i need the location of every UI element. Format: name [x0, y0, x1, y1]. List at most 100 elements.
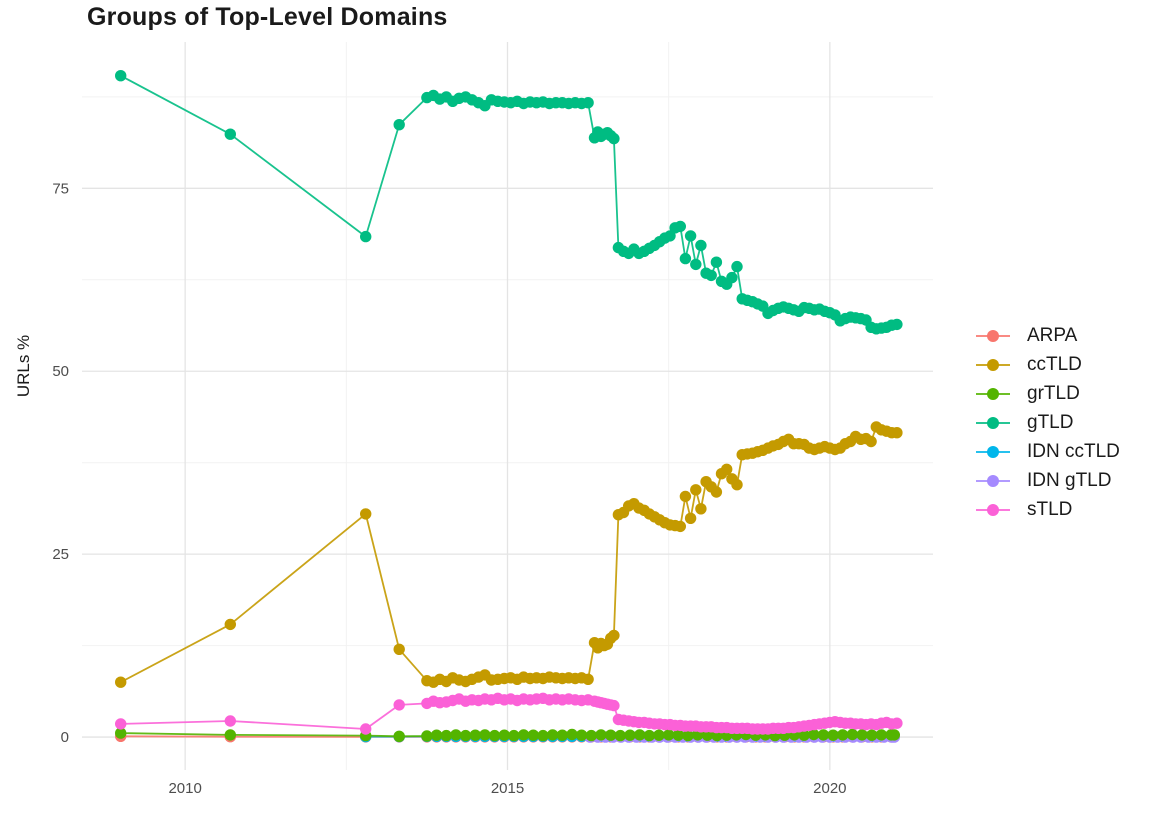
series-grtld-point — [827, 729, 839, 741]
series-grtld-point — [430, 729, 443, 741]
series-grtld-point — [808, 728, 820, 741]
legend-label: IDN gTLD — [1027, 469, 1112, 491]
series-gtld-point — [393, 119, 405, 131]
legend-label: gTLD — [1027, 411, 1074, 433]
series-grtld-point — [488, 729, 501, 742]
series-grtld-point — [556, 729, 568, 741]
series-grtld-point — [546, 729, 559, 741]
series-grtld-point — [393, 730, 405, 742]
series-cctld-point — [695, 503, 707, 515]
series-grtld-point — [614, 729, 626, 742]
series-grtld-point — [888, 729, 900, 741]
series-cctld-point — [731, 479, 743, 491]
series-grtld-point — [846, 728, 859, 741]
series-grtld-point — [575, 729, 588, 741]
legend-key-idn-cctld-icon — [976, 437, 1010, 466]
series-grtld-point — [527, 729, 539, 741]
chart-title: Groups of Top-Level Domains — [87, 3, 448, 31]
series-cctld-point — [710, 486, 723, 498]
legend-item-cctld: ccTLD — [976, 350, 1120, 379]
series-grtld-point — [595, 729, 607, 741]
series-grtld-point — [624, 729, 636, 741]
series-grtld-point — [682, 729, 694, 742]
y-axis-title: URLs % — [14, 334, 33, 398]
legend-item-idn-gtld: IDN gTLD — [976, 466, 1120, 495]
x-tick-label: 2020 — [813, 780, 846, 797]
legend-item-grtld: grTLD — [976, 379, 1120, 408]
legend-label: sTLD — [1027, 498, 1073, 520]
series-grtld-point — [643, 729, 655, 742]
legend-label: ARPA — [1027, 324, 1078, 346]
series-stld-point — [224, 715, 236, 727]
series-grtld-point — [421, 730, 433, 742]
series-stld-point — [891, 717, 903, 729]
series-grtld-point — [508, 729, 520, 742]
series-grtld-point — [817, 729, 830, 741]
series-cctld-point — [393, 643, 405, 655]
series-grtld-point — [866, 729, 878, 741]
series-grtld-point — [450, 729, 462, 741]
legend-label: ccTLD — [1027, 353, 1082, 375]
x-tick-label: 2015 — [491, 780, 524, 797]
series-grtld-point — [605, 729, 617, 741]
legend-key-idn-gtld-icon — [976, 466, 1010, 495]
series-grtld-point — [798, 729, 810, 741]
series-cctld-point — [115, 676, 127, 688]
series-gtld-point — [695, 239, 707, 252]
series-gtld-point — [360, 230, 372, 243]
series-gtld-point — [674, 220, 686, 233]
series-gtld-point — [684, 230, 697, 242]
legend-key-grtld-icon — [976, 379, 1010, 408]
y-tick-label: 50 — [52, 363, 69, 380]
series-cctld-point — [690, 484, 702, 496]
series-stld-point — [393, 699, 405, 711]
y-tick-label: 0 — [61, 729, 69, 746]
series-gtld-point — [679, 252, 692, 265]
series-gtld-point — [726, 271, 738, 284]
series-grtld-point — [469, 729, 481, 741]
series-gtld-point — [690, 258, 702, 271]
series-grtld-point — [440, 729, 452, 742]
legend-key-gtld-icon — [976, 408, 1010, 437]
series-cctld-point — [865, 435, 877, 448]
series-grtld-point — [115, 727, 127, 739]
legend-key-arpa-icon — [976, 321, 1010, 350]
legend: ARPA ccTLD grTLD gTLD IDN ccTLD IDN gTLD sTLD — [976, 321, 1120, 524]
series-grtld-point — [653, 729, 665, 741]
series-gtld-point — [582, 97, 594, 109]
series-gtld-point — [891, 318, 903, 331]
series-gtld-point — [664, 230, 676, 242]
legend-item-gtld: gTLD — [976, 408, 1120, 437]
legend-item-idn-cctld: IDN ccTLD — [976, 437, 1120, 466]
legend-label: grTLD — [1027, 382, 1080, 404]
series-grtld-point — [634, 729, 646, 741]
series-cctld-point — [891, 427, 903, 439]
series-cctld-point — [721, 463, 733, 475]
series-gtld-point — [710, 256, 723, 268]
series-grtld-point — [224, 729, 236, 741]
y-tick-label: 25 — [52, 546, 69, 563]
series-grtld-point — [479, 729, 491, 741]
legend-key-cctld-icon — [976, 350, 1010, 379]
series-grtld-point — [875, 729, 888, 741]
series-stld-point — [360, 723, 372, 735]
series-cctld-point — [608, 629, 620, 642]
series-gtld-point — [224, 128, 236, 140]
series-gtld-line — [120, 74, 898, 330]
series-grtld-point — [498, 729, 510, 741]
x-tick-label: 2010 — [168, 780, 201, 797]
series-grtld-point — [672, 729, 684, 741]
series-grtld-point — [517, 729, 530, 741]
series-cctld-point — [360, 508, 372, 520]
series-grtld-point — [837, 729, 849, 741]
legend-item-stld: sTLD — [976, 495, 1120, 524]
series-grtld-point — [585, 729, 597, 742]
legend-label: IDN ccTLD — [1027, 440, 1120, 462]
series-stld-point — [608, 699, 620, 712]
series-cctld-point — [674, 520, 686, 533]
series-gtld-point — [608, 132, 620, 145]
series-cctld-point — [679, 490, 692, 503]
series-gtld-point — [731, 260, 743, 273]
series-gtld-point — [705, 269, 717, 282]
